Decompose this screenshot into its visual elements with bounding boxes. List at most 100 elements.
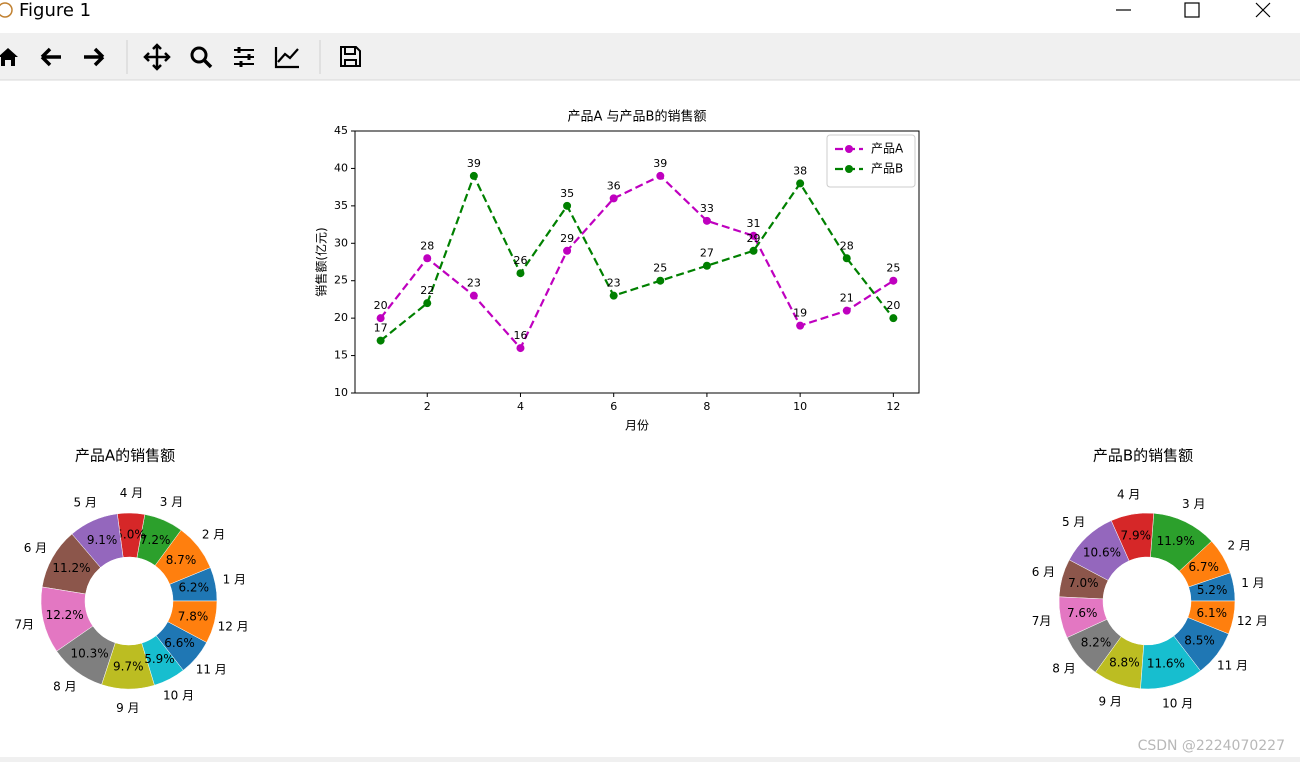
point-marker bbox=[749, 246, 758, 255]
point-marker bbox=[702, 216, 711, 225]
point-marker bbox=[423, 254, 432, 263]
y-tick-label: 10 bbox=[334, 386, 348, 399]
x-tick-label: 12 bbox=[886, 400, 900, 413]
point-marker bbox=[796, 321, 805, 330]
wedge-percent-label: 7.2% bbox=[140, 533, 171, 547]
data-label: 25 bbox=[653, 262, 667, 275]
data-label: 38 bbox=[793, 164, 807, 177]
point-marker bbox=[842, 306, 851, 315]
zoom-button[interactable] bbox=[190, 46, 208, 64]
data-label: 39 bbox=[467, 157, 481, 170]
wedge-category-label: 11 月 bbox=[1217, 658, 1248, 672]
data-label: 20 bbox=[886, 299, 900, 312]
wedge-percent-label: 7.9% bbox=[1121, 528, 1152, 542]
wedge-category-label: 7月 bbox=[1032, 614, 1052, 628]
point-marker bbox=[889, 314, 898, 323]
x-axis-label: 月份 bbox=[625, 419, 649, 433]
wedge-percent-label: 6.2% bbox=[178, 581, 209, 595]
data-label: 29 bbox=[560, 232, 574, 245]
data-label: 17 bbox=[374, 322, 388, 335]
forward-button[interactable] bbox=[84, 47, 105, 67]
data-label: 20 bbox=[374, 299, 388, 312]
y-tick-label: 15 bbox=[334, 349, 348, 362]
y-tick-label: 25 bbox=[334, 274, 348, 287]
save-button[interactable] bbox=[340, 46, 361, 67]
wedge-percent-label: 8.2% bbox=[1081, 635, 1112, 649]
data-label: 35 bbox=[560, 187, 574, 200]
title-bar bbox=[0, 0, 1300, 33]
wedge-category-label: 11 月 bbox=[196, 663, 227, 677]
wedge-percent-label: 10.6% bbox=[1083, 545, 1121, 559]
point-marker bbox=[423, 299, 432, 308]
y-tick-label: 45 bbox=[334, 124, 348, 137]
data-label: 29 bbox=[747, 232, 761, 245]
y-tick-label: 40 bbox=[334, 161, 348, 174]
wedge-category-label: 1 月 bbox=[1241, 576, 1264, 590]
maximize-button[interactable] bbox=[1184, 2, 1200, 18]
data-label: 19 bbox=[793, 307, 807, 320]
configure-button-knobs bbox=[237, 47, 251, 67]
pie-wedge bbox=[1187, 600, 1236, 635]
wedge-category-label: 5 月 bbox=[74, 495, 97, 509]
data-label: 28 bbox=[840, 239, 854, 252]
y-axis-label: 销售额(亿元) bbox=[314, 227, 329, 296]
edit-axes-button[interactable] bbox=[274, 47, 299, 69]
point-marker bbox=[516, 269, 525, 278]
close-button[interactable] bbox=[1255, 2, 1271, 18]
pan-button[interactable] bbox=[143, 43, 171, 71]
status-bar bbox=[0, 757, 1300, 762]
wedge-category-label: 5 月 bbox=[1062, 515, 1085, 529]
series-line bbox=[379, 173, 895, 342]
wedge-percent-label: 5.0% bbox=[115, 528, 146, 542]
wedge-percent-label: 5.9% bbox=[144, 652, 175, 666]
pie-wedge bbox=[167, 600, 218, 643]
configure-button[interactable] bbox=[234, 49, 254, 65]
wedge-percent-label: 7.0% bbox=[1068, 576, 1099, 590]
wedge-percent-label: 7.6% bbox=[1067, 606, 1098, 620]
back-button[interactable] bbox=[40, 47, 61, 67]
wedge-percent-label: 8.8% bbox=[1109, 656, 1140, 670]
toolbar bbox=[0, 33, 1300, 80]
legend-label: 产品B bbox=[871, 162, 903, 176]
data-label: 39 bbox=[653, 157, 667, 170]
home-button[interactable] bbox=[0, 48, 18, 66]
wedge-category-label: 4 月 bbox=[120, 486, 143, 500]
wedge-category-label: 1 月 bbox=[223, 573, 246, 587]
y-tick-label: 20 bbox=[334, 311, 348, 324]
point-marker bbox=[749, 231, 758, 240]
wedge-category-label: 6 月 bbox=[1032, 565, 1055, 579]
point-marker bbox=[702, 261, 711, 270]
x-tick-label: 2 bbox=[424, 400, 431, 413]
point-marker bbox=[609, 194, 618, 203]
point-marker bbox=[656, 171, 665, 180]
point-marker bbox=[842, 254, 851, 263]
wedge-percent-label: 9.7% bbox=[113, 659, 144, 673]
wedge-category-label: 10 月 bbox=[163, 689, 194, 703]
data-label: 26 bbox=[513, 254, 527, 267]
wedge-category-label: 3 月 bbox=[160, 495, 183, 509]
wedge-percent-label: 5.2% bbox=[1197, 583, 1228, 597]
wedge-category-label: 2 月 bbox=[202, 527, 225, 541]
y-tick-label: 35 bbox=[334, 199, 348, 212]
data-label: 23 bbox=[467, 277, 481, 290]
data-label: 36 bbox=[607, 179, 621, 192]
app-icon bbox=[0, 2, 13, 18]
point-marker bbox=[469, 171, 478, 180]
legend-marker bbox=[845, 145, 853, 153]
chart-title: 产品A 与产品B的销售额 bbox=[568, 109, 707, 125]
wedge-category-label: 7月 bbox=[14, 617, 34, 631]
data-label: 31 bbox=[747, 217, 761, 230]
wedge-percent-label: 6.6% bbox=[164, 636, 195, 650]
wedge-percent-label: 8.5% bbox=[1184, 633, 1215, 647]
wedge-percent-label: 6.7% bbox=[1188, 560, 1219, 574]
wedge-category-label: 6 月 bbox=[24, 541, 47, 555]
chart-title: 产品A的销售额 bbox=[75, 447, 175, 465]
legend-marker bbox=[845, 165, 853, 173]
wedge-percent-label: 12.2% bbox=[46, 608, 84, 622]
wedge-category-label: 3 月 bbox=[1182, 497, 1205, 511]
wedge-percent-label: 10.3% bbox=[71, 646, 109, 660]
x-tick-label: 8 bbox=[703, 400, 710, 413]
wedge-category-label: 12 月 bbox=[218, 620, 249, 634]
y-tick-label: 30 bbox=[334, 236, 348, 249]
